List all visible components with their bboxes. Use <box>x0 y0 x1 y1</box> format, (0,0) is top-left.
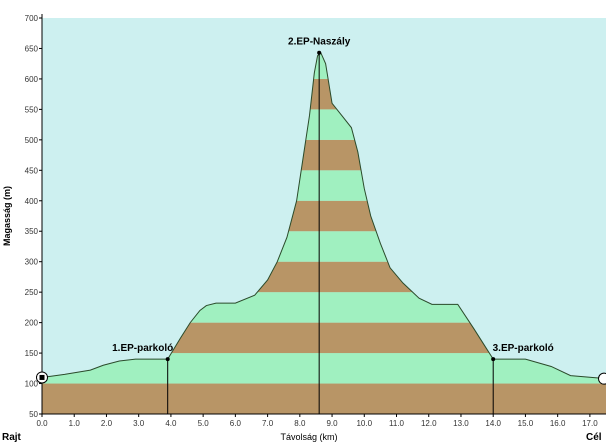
y-tick-label: 650 <box>25 44 39 53</box>
start-label: Rajt <box>2 432 22 443</box>
y-tick-label: 200 <box>25 319 39 328</box>
x-tick-label: 16.0 <box>550 419 566 428</box>
x-tick-label: 15.0 <box>518 419 534 428</box>
y-tick-label: 600 <box>25 75 39 84</box>
end-label: Cél <box>586 432 602 443</box>
start-square <box>39 374 45 380</box>
waypoint-dot <box>165 357 170 362</box>
y-tick-label: 300 <box>25 258 39 267</box>
x-tick-label: 7.0 <box>262 419 274 428</box>
profile-outline <box>41 51 606 380</box>
x-tick-label: 8.0 <box>294 419 306 428</box>
y-tick-label: 550 <box>25 105 39 114</box>
x-tick-label: 6.0 <box>230 419 242 428</box>
waypoint-dot <box>491 357 496 362</box>
x-tick-label: 3.0 <box>133 419 145 428</box>
x-tick-label: 13.0 <box>453 419 469 428</box>
end-marker <box>598 372 606 385</box>
x-tick-label: 5.0 <box>198 419 210 428</box>
x-tick-label: 17.0 <box>582 419 598 428</box>
y-tick-label: 350 <box>25 227 39 236</box>
waypoint-label: 2.EP-Naszály <box>288 37 351 48</box>
x-tick-label: 10.0 <box>356 419 372 428</box>
x-axis-ticks: 0.0 1.0 2.0 3.0 4.0 5.0 6.0 7.0 8.0 9.0 10.0 11.0 12… <box>36 414 598 428</box>
y-tick-label: 250 <box>25 288 39 297</box>
waypoint-dot <box>317 50 322 55</box>
y-tick-label: 150 <box>25 349 39 358</box>
waypoint-label: 3.EP-parkoló <box>493 343 554 354</box>
start-marker <box>36 371 48 384</box>
x-tick-label: 0.0 <box>36 419 48 428</box>
y-tick-label: 100 <box>25 380 39 389</box>
y-axis-title: Magasság (m) <box>2 186 12 246</box>
x-axis-title: Távolság (km) <box>280 432 337 442</box>
waypoint-label: 1.EP-parkoló <box>112 343 173 354</box>
waypoints: 1.EP-parkoló 2.EP-Naszály 3.EP-parkoló <box>112 37 554 414</box>
x-tick-label: 14.0 <box>485 419 501 428</box>
y-tick-label: 700 <box>25 14 39 23</box>
y-tick-label: 400 <box>25 197 39 206</box>
x-tick-label: 4.0 <box>165 419 177 428</box>
elevation-band <box>42 383 606 414</box>
x-tick-label: 12.0 <box>421 419 437 428</box>
y-tick-label: 500 <box>25 136 39 145</box>
y-axis-ticks: 50 100 150 200 250 300 350 400 450 500 550 600 650 70… <box>25 14 42 419</box>
x-tick-label: 1.0 <box>69 419 81 428</box>
y-tick-label: 450 <box>25 166 39 175</box>
x-tick-label: 2.0 <box>101 419 113 428</box>
x-tick-label: 9.0 <box>326 419 338 428</box>
x-tick-label: 11.0 <box>389 419 405 428</box>
y-tick-label: 50 <box>29 410 38 419</box>
end-circle <box>598 372 606 385</box>
